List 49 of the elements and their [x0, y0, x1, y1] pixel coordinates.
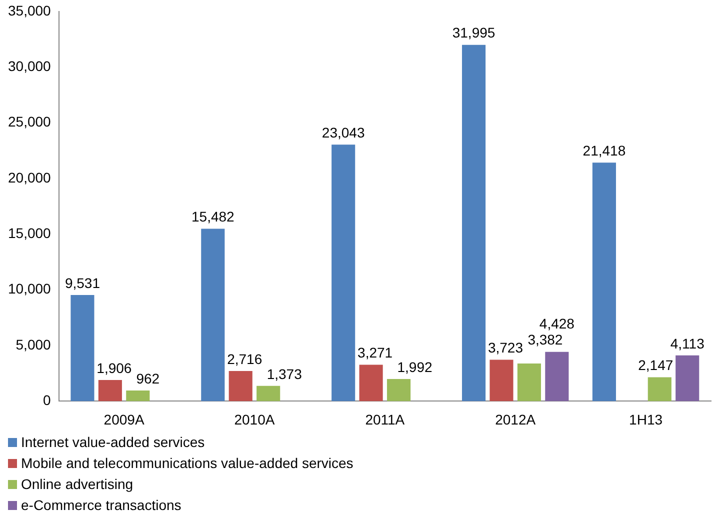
- y-tick-label: 35,000: [8, 2, 52, 18]
- y-tick-label: 5,000: [16, 336, 52, 352]
- data-label: 15,482: [191, 208, 235, 225]
- data-label: 2,147: [638, 357, 674, 374]
- bar: [490, 360, 514, 402]
- y-tick-label: 20,000: [8, 169, 52, 186]
- y-tick-label: 10,000: [8, 280, 52, 297]
- x-tick-label: 2011A: [365, 411, 406, 428]
- bar: [676, 355, 700, 402]
- data-label: 2,716: [227, 350, 262, 367]
- y-tick-label: 30,000: [8, 58, 52, 74]
- data-label: 1,373: [266, 366, 302, 382]
- x-tick-label: 1H13: [629, 411, 663, 428]
- y-tick-label: 0: [43, 392, 52, 408]
- legend-label: Mobile and telecommunications value-added services: [21, 454, 354, 473]
- data-label: 3,271: [358, 344, 393, 361]
- data-label: 4,428: [539, 316, 575, 332]
- bar: [592, 162, 616, 402]
- data-label: 3,382: [528, 332, 563, 348]
- data-label: 962: [136, 370, 160, 386]
- bar: [517, 364, 541, 402]
- data-label: 3,723: [488, 340, 524, 356]
- y-tick-label: 15,000: [8, 225, 52, 241]
- legend-label: Internet value-added services: [21, 433, 205, 452]
- bar: [359, 364, 383, 402]
- data-label: 23,043: [322, 124, 365, 140]
- legend-label: e-Commerce transactions: [21, 496, 182, 515]
- bar: [386, 379, 411, 402]
- data-label: 1,992: [397, 358, 432, 375]
- data-label: 4,113: [670, 335, 705, 352]
- x-tick-label: 2009A: [104, 411, 145, 428]
- data-label: 21,418: [582, 142, 626, 159]
- bar: [256, 386, 280, 402]
- x-tick-label: 2010A: [234, 411, 276, 428]
- data-label: 31,995: [452, 24, 496, 41]
- data-label: 1,906: [96, 360, 132, 376]
- bar: [332, 144, 356, 402]
- x-tick-label: 2012A: [495, 411, 536, 428]
- bar: [126, 390, 150, 402]
- bar: [70, 295, 94, 402]
- y-tick-label: 25,000: [8, 114, 52, 130]
- bar: [462, 44, 486, 402]
- bar: [545, 352, 569, 402]
- legend-label: Online advertising: [21, 475, 134, 494]
- data-label: 9,531: [64, 274, 100, 291]
- bar: [98, 380, 122, 402]
- bar: [201, 228, 225, 402]
- bar: [648, 377, 672, 402]
- bar: [228, 370, 252, 402]
